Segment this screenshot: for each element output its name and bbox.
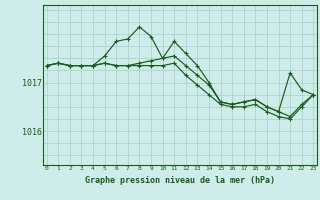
X-axis label: Graphe pression niveau de la mer (hPa): Graphe pression niveau de la mer (hPa) xyxy=(85,176,275,185)
